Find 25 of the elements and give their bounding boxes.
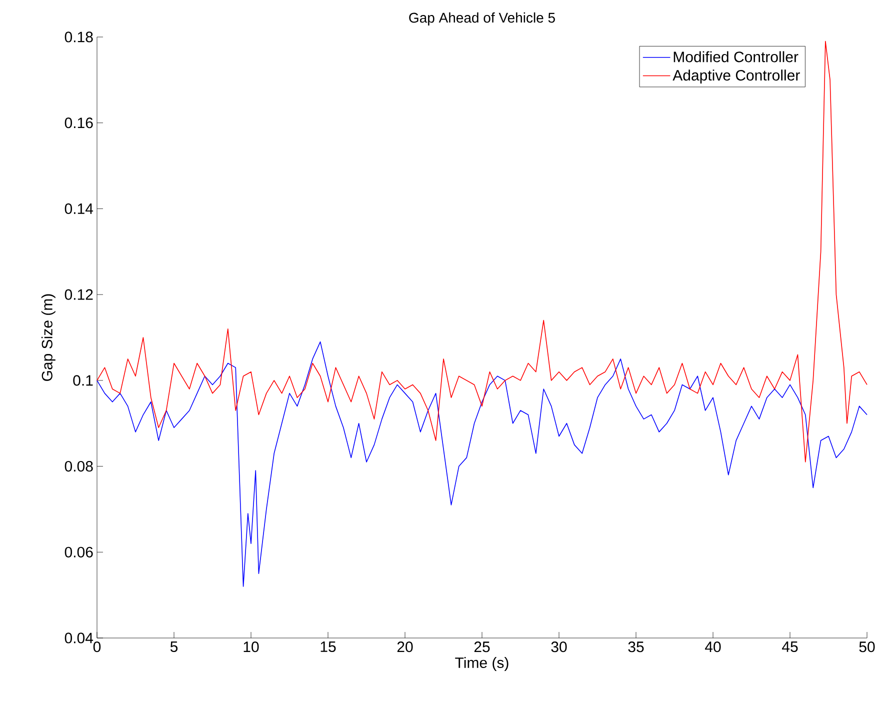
- x-tick-label: 10: [244, 642, 259, 652]
- x-tick-label: 5: [170, 642, 178, 652]
- y-tick-label: 0.04: [64, 632, 94, 644]
- x-tick-label: 25: [474, 642, 490, 652]
- x-tick-label: 30: [551, 642, 567, 652]
- y-tick-label: 0.06: [64, 546, 93, 558]
- chart-title: Gap Ahead of Vehicle 5: [409, 12, 555, 26]
- x-tick-label: 40: [705, 642, 721, 652]
- x-tick-label: 50: [859, 642, 875, 652]
- y-tick-label: 0.14: [64, 203, 94, 214]
- y-tick-label: 0.12: [64, 289, 93, 300]
- y-tick-label: 0.1: [73, 375, 93, 386]
- y-tick-label: 0.16: [64, 118, 93, 128]
- x-tick-label: 15: [320, 642, 336, 652]
- y-tick-label: 0.18: [64, 32, 93, 42]
- x-axis-title: Time (s): [455, 657, 508, 671]
- x-tick-label: 0: [93, 642, 101, 652]
- x-tick-label: 45: [782, 642, 798, 652]
- x-tick-label: 20: [397, 642, 413, 652]
- y-tick-label: 0.08: [64, 460, 93, 472]
- legend-label: Adaptive Controller: [672, 70, 800, 84]
- y-axis-title: Gap Size (m): [41, 294, 56, 381]
- x-tick-label: 35: [628, 642, 644, 652]
- line-series: [96, 341, 868, 587]
- legend-label: Modified Controller: [674, 51, 798, 62]
